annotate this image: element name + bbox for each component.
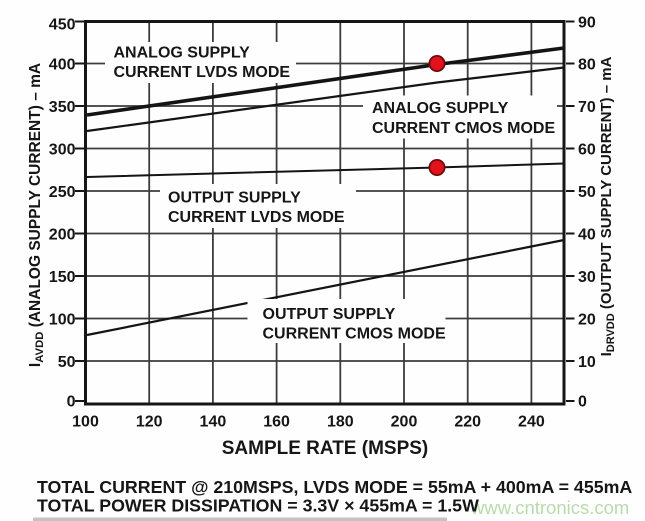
svg-text:220: 220 [454, 414, 481, 431]
svg-text:70: 70 [578, 99, 596, 116]
svg-text:CURRENT CMOS MODE: CURRENT CMOS MODE [263, 326, 446, 343]
svg-text:80: 80 [578, 56, 596, 73]
svg-text:CURRENT LVDS MODE: CURRENT LVDS MODE [114, 64, 291, 81]
svg-text:100: 100 [72, 414, 99, 431]
svg-text:160: 160 [263, 414, 290, 431]
svg-text:50: 50 [578, 184, 596, 201]
svg-text:90: 90 [578, 14, 596, 31]
svg-text:TOTAL CURRENT @ 210MSPS, LVDS: TOTAL CURRENT @ 210MSPS, LVDS MODE = 55m… [37, 477, 632, 497]
svg-text:200: 200 [391, 414, 418, 431]
svg-text:450: 450 [49, 17, 76, 34]
svg-text:0: 0 [67, 394, 76, 411]
svg-text:400: 400 [49, 56, 76, 73]
svg-text:60: 60 [578, 141, 596, 158]
svg-text:IAVDD (ANALOG SUPPLY CURRENT): IAVDD (ANALOG SUPPLY CURRENT) – mA [27, 63, 46, 367]
svg-text:150: 150 [49, 269, 76, 286]
svg-text:OUTPUT SUPPLY: OUTPUT SUPPLY [263, 306, 396, 323]
svg-text:SAMPLE RATE (MSPS): SAMPLE RATE (MSPS) [222, 438, 429, 459]
svg-text:300: 300 [49, 141, 76, 158]
svg-text:TOTAL POWER DISSIPATION = 3.3V: TOTAL POWER DISSIPATION = 3.3V × 455mA =… [37, 496, 479, 516]
svg-text:10: 10 [578, 354, 596, 371]
svg-text:CURRENT LVDS MODE: CURRENT LVDS MODE [168, 209, 345, 226]
svg-text:20: 20 [578, 311, 596, 328]
svg-text:200: 200 [49, 226, 76, 243]
svg-text:OUTPUT SUPPLY: OUTPUT SUPPLY [168, 190, 301, 207]
svg-text:IDRVDD (OUTPUT SUPPLY CURRENT): IDRVDD (OUTPUT SUPPLY CURRENT) – mA [598, 56, 617, 356]
svg-text:180: 180 [327, 414, 354, 431]
svg-text:140: 140 [200, 414, 227, 431]
svg-text:ANALOG SUPPLY: ANALOG SUPPLY [372, 100, 509, 117]
svg-text:0: 0 [578, 394, 587, 411]
svg-text:100: 100 [49, 311, 76, 328]
svg-text:CURRENT CMOS MODE: CURRENT CMOS MODE [372, 120, 555, 137]
svg-text:50: 50 [58, 354, 76, 371]
svg-text:30: 30 [578, 269, 596, 286]
svg-text:www.cntronics.com: www.cntronics.com [470, 497, 629, 518]
svg-text:350: 350 [49, 99, 76, 116]
svg-text:240: 240 [518, 414, 545, 431]
svg-text:120: 120 [136, 414, 163, 431]
svg-text:250: 250 [49, 184, 76, 201]
svg-text:ANALOG SUPPLY: ANALOG SUPPLY [114, 45, 251, 62]
svg-text:40: 40 [578, 226, 596, 243]
